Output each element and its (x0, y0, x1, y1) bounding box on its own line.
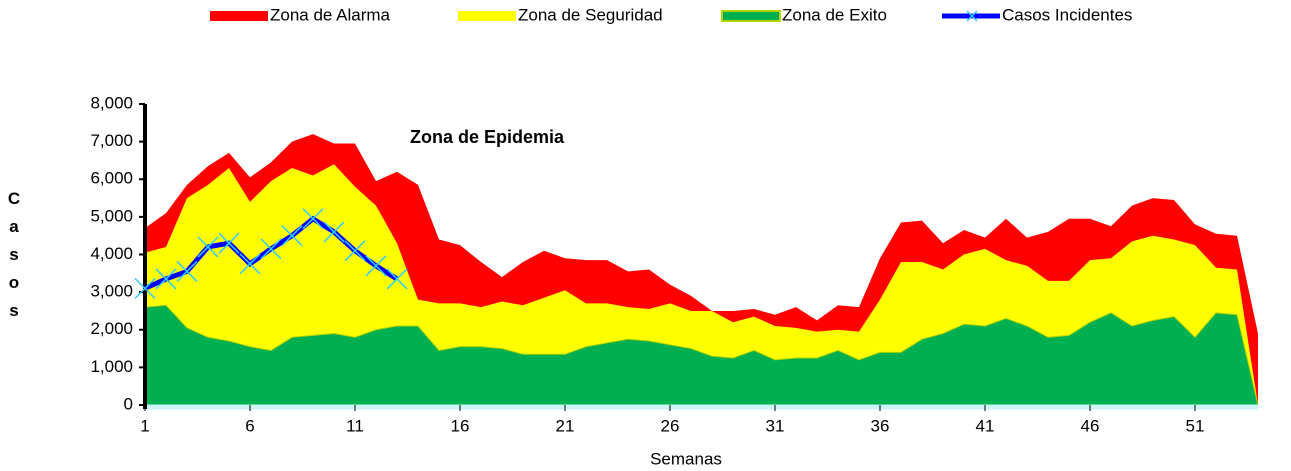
marker (260, 238, 282, 260)
legend-label: Zona de Exito (782, 5, 887, 24)
x-tick-label: 46 (1081, 416, 1100, 435)
marker (239, 253, 261, 275)
x-tick-label: 16 (451, 416, 470, 435)
y-tick-label: 2,000 (90, 319, 133, 338)
x-tick-label: 36 (871, 416, 890, 435)
marker (281, 225, 303, 247)
y-tick-label: 0 (124, 394, 133, 413)
x-tick-label: 31 (766, 416, 785, 435)
y-tick-label: 3,000 (90, 282, 133, 301)
y-tick-label: 7,000 (90, 131, 133, 150)
y-tick-label: 6,000 (90, 169, 133, 188)
legend-swatch (210, 11, 268, 21)
x-tick-label: 26 (661, 416, 680, 435)
x-tick-label: 41 (976, 416, 995, 435)
marker (302, 208, 324, 230)
legend-label: Casos Incidentes (1002, 5, 1132, 24)
y-tick-label: 4,000 (90, 244, 133, 263)
y-tick-label: 8,000 (90, 93, 133, 112)
y-tick-label: 1,000 (90, 357, 133, 376)
y-tick-label: 5,000 (90, 206, 133, 225)
legend-label: Zona de Seguridad (518, 5, 663, 24)
x-tick-label: 6 (245, 416, 254, 435)
marker (344, 240, 366, 262)
legend-label: Zona de Alarma (270, 5, 391, 24)
x-tick-label: 11 (346, 416, 364, 435)
x-tick-label: 1 (140, 416, 149, 435)
marker (155, 268, 177, 290)
marker (197, 236, 219, 258)
marker (323, 221, 345, 243)
x-axis-label: Semanas (650, 449, 722, 468)
marker (218, 232, 240, 254)
legend-swatch (721, 10, 781, 22)
legend-marker (966, 10, 978, 22)
x-tick-label: 51 (1186, 416, 1205, 435)
area (144, 304, 1259, 406)
legend-swatch (458, 11, 516, 21)
annotation: Zona de Epidemia (410, 127, 565, 147)
marker (386, 268, 408, 290)
x-tick-label: 21 (556, 416, 575, 435)
marker (134, 277, 156, 299)
marker (365, 255, 387, 277)
marker (176, 260, 198, 282)
